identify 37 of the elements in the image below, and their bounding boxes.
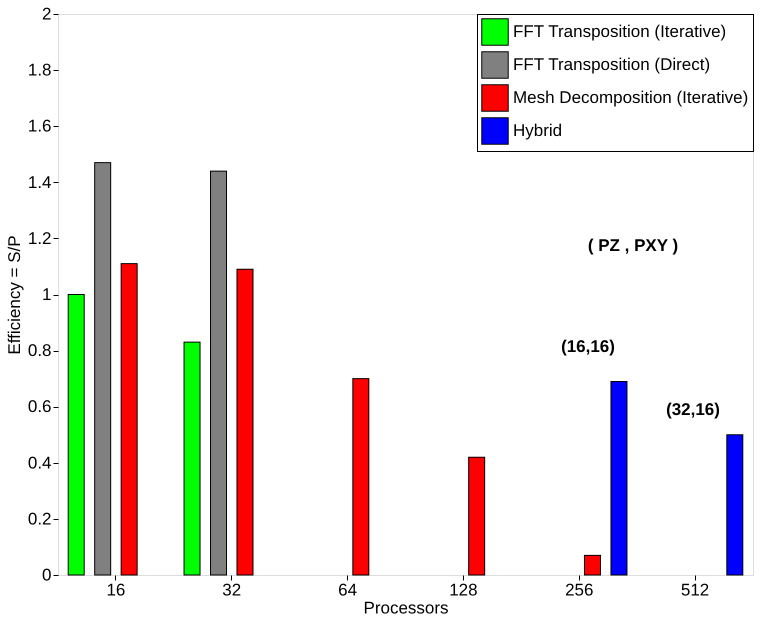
bar [120,263,138,576]
bar [94,162,112,576]
x-axis-title: Processors [363,598,449,618]
x-tick-label: 64 [338,580,358,600]
bar [68,294,85,576]
bar [610,380,628,576]
legend-label: Hybrid [513,121,562,140]
y-tick-label: 1.4 [28,172,52,192]
annotation: (32,16) [666,400,720,419]
bar [726,434,744,576]
bar [352,378,370,576]
x-tick-label: 512 [680,580,710,600]
bar [468,456,486,576]
annotation: ( PZ , PXY ) [588,236,678,255]
y-tick-label: 2 [42,4,52,24]
y-tick-label: 0.4 [28,453,52,472]
legend-label: Mesh Decomposition (Iterative) [513,88,748,107]
y-axis-title: Efficiency = S/P [4,235,24,355]
y-tick-label: 0 [42,566,52,584]
y-tick-label: 0.2 [28,509,52,528]
bar [236,268,254,576]
bar [210,170,228,576]
x-tick-label: 128 [449,580,478,600]
y-tick-label: 0.8 [28,341,52,360]
legend-label: FFT Transposition (Direct) [513,55,710,74]
x-tick-label: 16 [106,580,126,600]
annotation: (16,16) [561,337,615,356]
y-tick-label: 1.8 [28,60,52,80]
x-tick-label: 256 [565,580,594,600]
bar [584,554,601,576]
legend-label: FFT Transposition (Iterative) [513,22,726,41]
x-tick-label: 32 [222,580,242,600]
y-tick-label: 1 [42,285,52,304]
y-tick-label: 1.2 [28,228,52,248]
bar [184,342,201,576]
y-tick-label: 1.6 [28,116,52,136]
y-tick-label: 0.6 [28,397,52,416]
